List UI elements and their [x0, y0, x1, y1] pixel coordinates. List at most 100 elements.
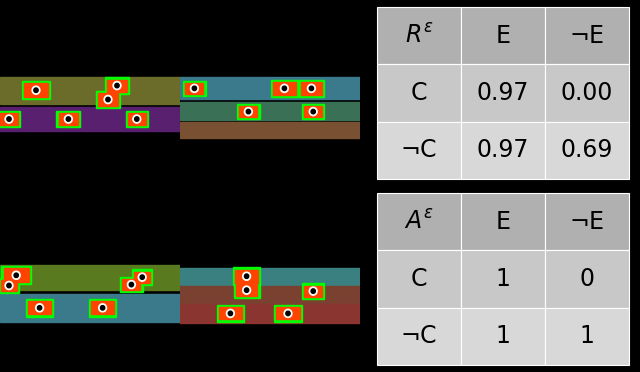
Bar	[545, 7, 628, 64]
Circle shape	[14, 273, 19, 278]
Bar	[274, 305, 302, 322]
Text: 0.00: 0.00	[561, 81, 613, 105]
Circle shape	[5, 115, 13, 123]
Circle shape	[32, 86, 40, 94]
Bar	[237, 104, 260, 119]
Bar	[91, 301, 115, 314]
Bar	[461, 193, 545, 250]
Circle shape	[191, 84, 198, 92]
Circle shape	[67, 117, 70, 121]
Bar	[271, 80, 298, 97]
Circle shape	[284, 309, 292, 317]
Bar	[545, 122, 628, 179]
Circle shape	[115, 83, 119, 88]
Circle shape	[129, 282, 134, 287]
Text: C: C	[410, 267, 427, 291]
Bar	[24, 83, 48, 97]
Bar	[96, 91, 120, 108]
Bar	[89, 299, 116, 317]
Bar	[273, 82, 296, 95]
Bar	[235, 270, 259, 283]
Bar	[183, 81, 205, 96]
Circle shape	[243, 286, 251, 294]
Bar	[377, 122, 461, 179]
Bar	[0, 111, 20, 127]
Circle shape	[309, 287, 317, 295]
Text: 0: 0	[579, 267, 595, 291]
Text: $\neg$E: $\neg$E	[569, 24, 604, 48]
Bar	[180, 304, 360, 323]
Bar	[0, 107, 180, 131]
Text: $\neg$E: $\neg$E	[569, 210, 604, 234]
Bar	[302, 283, 324, 299]
Circle shape	[244, 288, 249, 292]
Text: C: C	[410, 81, 427, 105]
Bar	[461, 64, 545, 122]
Circle shape	[280, 84, 289, 92]
Bar	[461, 122, 545, 179]
Circle shape	[246, 109, 251, 114]
Bar	[545, 64, 628, 122]
Circle shape	[36, 304, 44, 312]
Bar	[0, 265, 180, 290]
Bar	[276, 307, 300, 320]
Bar	[98, 93, 118, 106]
Bar	[239, 106, 257, 117]
Text: 0.69: 0.69	[561, 138, 613, 162]
Bar	[1, 280, 17, 291]
Bar	[461, 7, 545, 64]
Bar	[107, 80, 127, 92]
Circle shape	[227, 309, 234, 317]
Bar	[0, 278, 19, 293]
Circle shape	[99, 304, 106, 312]
Bar	[180, 102, 360, 120]
Circle shape	[307, 84, 316, 92]
Bar	[302, 104, 324, 119]
Circle shape	[192, 86, 196, 91]
Bar	[180, 286, 360, 303]
Circle shape	[309, 108, 317, 116]
Circle shape	[140, 275, 145, 279]
Bar	[377, 250, 461, 308]
Bar	[233, 267, 260, 285]
Bar	[0, 113, 18, 125]
Text: E: E	[495, 24, 510, 48]
Bar	[132, 269, 152, 285]
Circle shape	[133, 115, 141, 123]
Circle shape	[138, 273, 146, 281]
Bar	[28, 301, 51, 314]
Bar	[180, 268, 360, 285]
Text: $\neg$C: $\neg$C	[400, 138, 437, 162]
Circle shape	[5, 281, 13, 289]
Bar	[236, 284, 257, 296]
Bar	[0, 294, 180, 322]
Bar	[545, 250, 628, 308]
Bar	[301, 82, 322, 95]
Bar	[219, 307, 242, 320]
Text: 1: 1	[495, 324, 510, 348]
Circle shape	[286, 311, 290, 315]
Circle shape	[34, 88, 38, 92]
Circle shape	[309, 86, 314, 91]
Circle shape	[7, 117, 11, 121]
Bar	[120, 277, 143, 292]
Bar	[377, 7, 461, 64]
Circle shape	[104, 95, 112, 103]
Circle shape	[37, 306, 42, 310]
Circle shape	[311, 289, 316, 293]
Bar	[4, 268, 29, 282]
Bar	[304, 106, 322, 117]
Bar	[377, 193, 461, 250]
Bar	[122, 279, 140, 290]
Bar	[134, 272, 150, 283]
Circle shape	[127, 280, 136, 289]
Circle shape	[243, 272, 251, 280]
Bar	[461, 308, 545, 365]
Bar	[26, 299, 54, 317]
Circle shape	[228, 311, 232, 315]
Bar	[545, 193, 628, 250]
Bar	[377, 308, 461, 365]
Bar	[461, 250, 545, 308]
Bar	[58, 113, 78, 125]
Text: 0.97: 0.97	[477, 81, 529, 105]
